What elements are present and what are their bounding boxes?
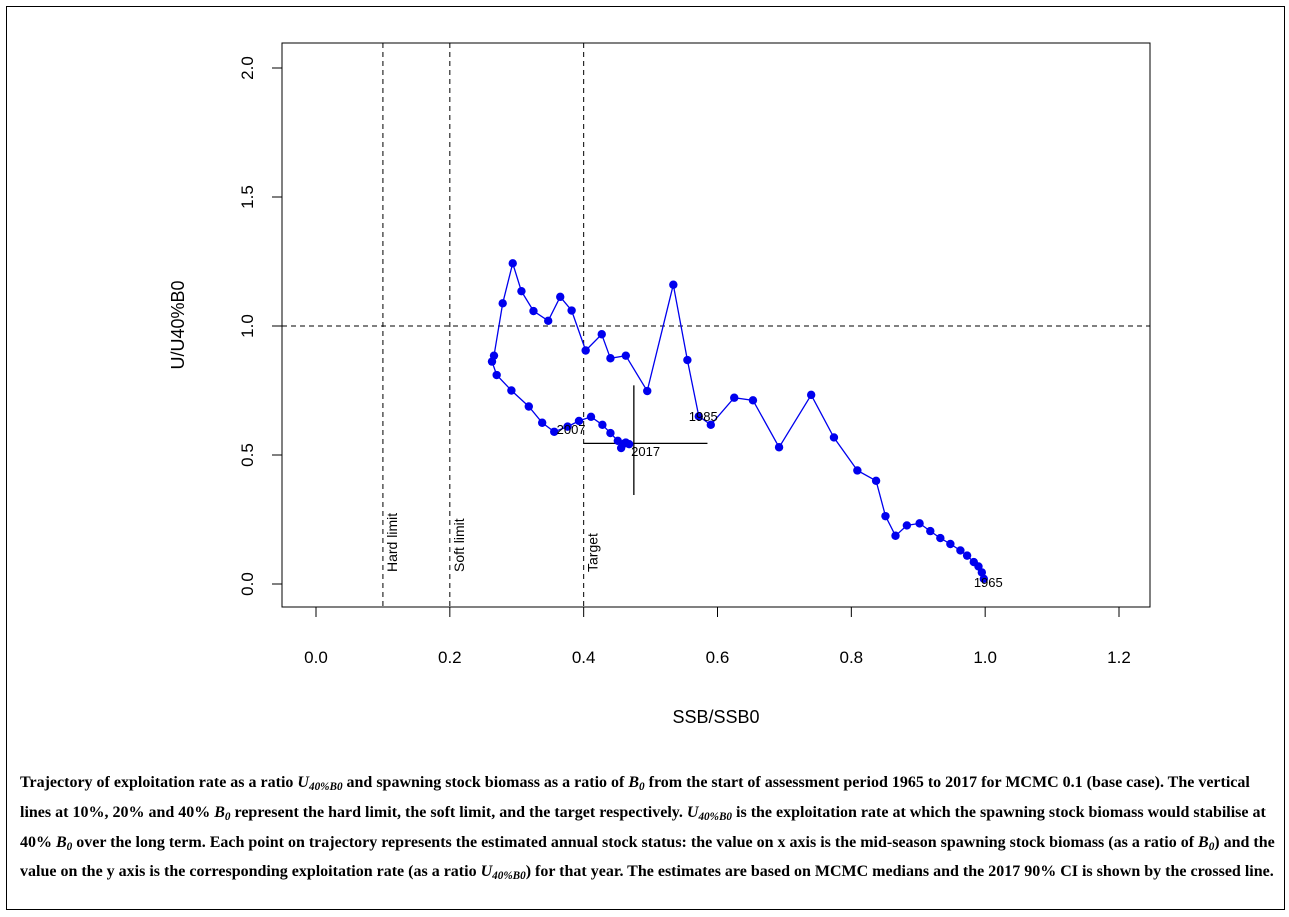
trajectory-point: [606, 428, 615, 438]
trajectory-point: [946, 539, 955, 549]
y-tick-label: 0.0: [238, 572, 257, 596]
trajectory-point: [748, 396, 758, 405]
trajectory-point: [606, 354, 615, 363]
reference-lines: Hard limit Soft limit Target: [282, 43, 1150, 607]
y-tick-label: 0.5: [238, 443, 257, 467]
trajectory-point: [706, 420, 716, 430]
trajectory-point: [962, 551, 972, 560]
trajectory-point: [979, 574, 989, 584]
trajectory-point: [730, 393, 739, 402]
trajectory-point: [871, 476, 881, 485]
trajectory-point: [624, 439, 634, 449]
y-tick-label: 1.0: [238, 314, 257, 338]
vertical-ref-label: Soft limit: [451, 518, 467, 572]
chart: Hard limit Soft limit Target 0.0 0.2 0.4 0.6 0…: [168, 42, 1151, 727]
trajectory-point: [969, 557, 978, 567]
trajectory-point: [683, 355, 692, 365]
trajectory-point: [881, 511, 890, 521]
x-tick-label: 1.2: [1107, 648, 1131, 667]
trajectory-point: [563, 422, 572, 431]
trajectory-point: [694, 412, 703, 421]
x-axis: 0.0 0.2 0.4 0.6 0.8 1.0 1.2: [304, 606, 1131, 667]
ci-cross-2017: [583, 385, 708, 495]
trajectory-point: [586, 412, 596, 422]
trajectory-point: [581, 346, 590, 355]
trajectory-point: [508, 259, 517, 268]
trajectory-point: [537, 418, 547, 427]
trajectory-point: [853, 466, 862, 475]
point-label: 1965: [974, 575, 1003, 590]
x-tick-label: 0.2: [438, 648, 462, 667]
trajectory-point: [669, 280, 678, 289]
figure-caption: Trajectory of exploitation rate as a rat…: [20, 774, 1275, 883]
trajectory-point: [487, 357, 497, 366]
point-labels: 1965 1985 2007 2017: [557, 409, 1003, 590]
trajectory-point: [567, 306, 576, 315]
trajectory-point: [956, 546, 965, 555]
figure-frame: Hard limit Soft limit Target 0.0 0.2 0.4 0.6 0…: [6, 6, 1285, 910]
x-tick-label: 0.6: [706, 648, 730, 667]
vertical-ref-label: Target: [585, 533, 601, 572]
x-tick-label: 1.0: [973, 648, 997, 667]
trajectory-point: [774, 443, 784, 452]
point-label: 2007: [557, 422, 586, 437]
trajectory-point: [544, 316, 553, 326]
trajectory-point: [517, 286, 526, 296]
x-axis-label: SSB/SSB0: [672, 707, 759, 727]
trajectory-point: [902, 521, 912, 530]
trajectory-point: [613, 436, 622, 446]
y-axis-label: U/U40%B0: [168, 280, 188, 369]
x-tick-label: 0.8: [840, 648, 864, 667]
trajectory-point: [529, 306, 538, 316]
y-tick-label: 2.0: [238, 56, 257, 80]
trajectory-point: [621, 351, 631, 360]
x-tick-label: 0.0: [304, 648, 328, 667]
trajectory-point: [574, 416, 584, 426]
trajectory-point: [492, 370, 501, 380]
trajectory-series: [487, 259, 989, 584]
y-tick-label: 1.5: [238, 185, 257, 209]
trajectory-point: [936, 533, 945, 543]
trajectory-point: [829, 433, 839, 442]
trajectory-point: [507, 386, 516, 395]
y-axis: 0.0 0.5 1.0 1.5 2.0: [238, 56, 283, 596]
trajectory-point: [598, 420, 607, 430]
trajectory-point: [597, 330, 606, 339]
trajectory-point: [643, 386, 652, 396]
trajectory-point: [498, 299, 507, 308]
trajectory-point: [806, 390, 816, 400]
x-tick-label: 0.4: [572, 648, 596, 667]
point-label: 2017: [631, 444, 660, 459]
plot-area: [281, 42, 1151, 608]
point-label: 1985: [689, 409, 718, 424]
trajectory-point: [915, 519, 924, 528]
trajectory-point: [556, 292, 565, 302]
trajectory-point: [926, 526, 935, 536]
trajectory-point: [524, 402, 533, 411]
vertical-ref-label: Hard limit: [384, 513, 400, 572]
trajectory-point: [550, 427, 559, 436]
trajectory-point: [891, 531, 900, 540]
